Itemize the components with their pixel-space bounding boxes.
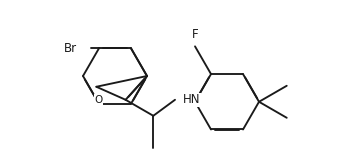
Text: O: O (94, 95, 102, 105)
Text: F: F (192, 28, 198, 41)
Text: HN: HN (183, 93, 200, 106)
Text: Br: Br (64, 42, 77, 55)
